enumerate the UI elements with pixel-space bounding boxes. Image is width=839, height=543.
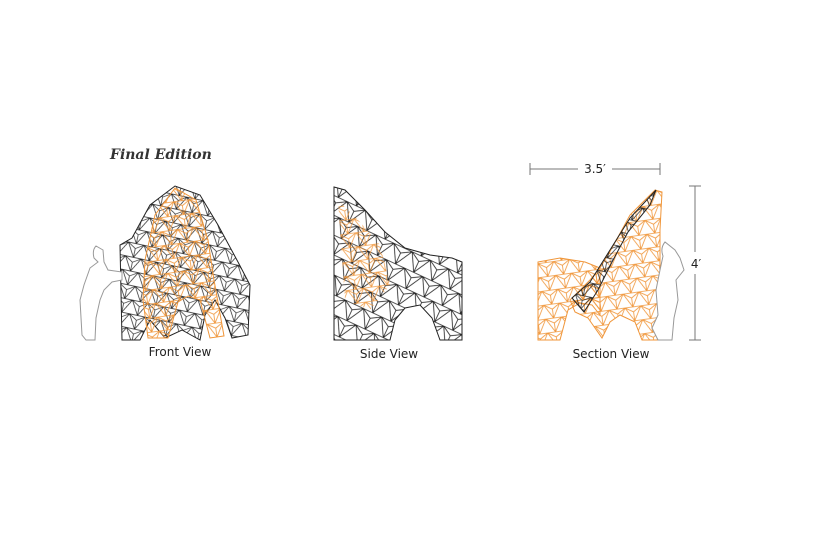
view-label: Side View (360, 347, 418, 361)
title: Final Edition (109, 147, 212, 163)
view-label: Section View (573, 347, 650, 361)
section-view: 3.5′ 4′ Section View (529, 162, 702, 361)
side-view: Side View (333, 186, 463, 361)
height-label: 4′ (691, 257, 702, 271)
width-label: 3.5′ (584, 162, 606, 176)
view-label: Front View (149, 345, 212, 359)
front-view: Front View (79, 185, 251, 359)
